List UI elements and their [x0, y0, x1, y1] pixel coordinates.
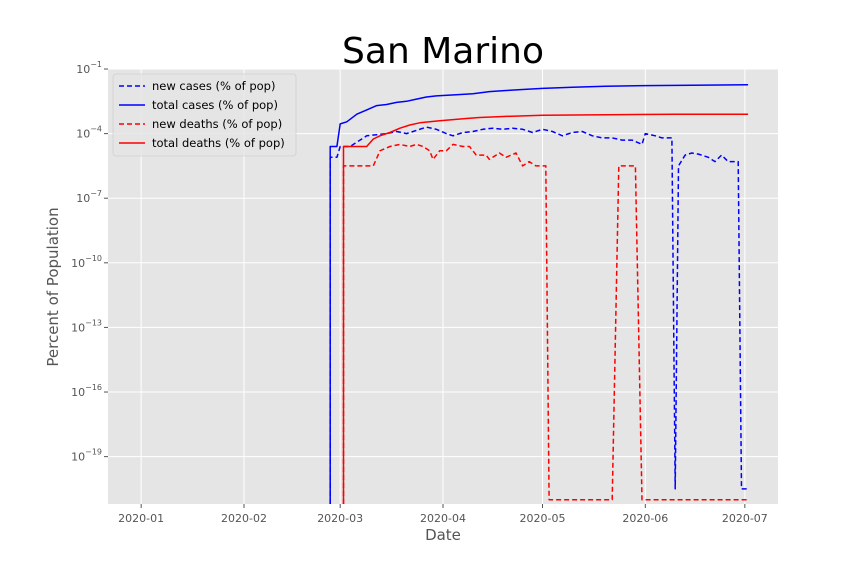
- y-tick-label: 10−16: [71, 383, 102, 399]
- legend: new cases (% of pop) total cases (% of po…: [112, 73, 297, 157]
- legend-box: [112, 73, 297, 157]
- x-tick-label: 2020-02: [221, 512, 267, 525]
- y-axis-label: Percent of Population: [44, 207, 62, 366]
- series-line-2: [329, 83, 749, 504]
- legend-label-3: new deaths (% of pop): [152, 117, 282, 131]
- x-tick-label: 2020-04: [420, 512, 466, 525]
- y-tick-label: 10−4: [76, 125, 102, 141]
- x-tick-label: 2020-05: [520, 512, 566, 525]
- chart-title: San Marino: [342, 31, 544, 72]
- series-group: [329, 83, 749, 504]
- legend-label-4: total deaths (% of pop): [152, 136, 285, 150]
- x-tick-label: 2020-01: [118, 512, 164, 525]
- y-tick-label: 10−10: [71, 254, 102, 270]
- legend-label-2: total cases (% of pop): [152, 98, 278, 112]
- series-line-3: [342, 143, 749, 504]
- series-line-4: [342, 113, 749, 504]
- x-axis: 2020-01 2020-02 2020-03 2020-04 2020-05 2020-…: [118, 504, 768, 525]
- legend-label-1: new cases (% of pop): [152, 79, 275, 93]
- x-tick-label: 2020-07: [722, 512, 768, 525]
- x-tick-label: 2020-03: [317, 512, 363, 525]
- x-axis-label: Date: [425, 526, 461, 544]
- x-tick-label: 2020-06: [622, 512, 668, 525]
- y-tick-label: 10−13: [71, 318, 102, 334]
- y-tick-label: 10−7: [76, 189, 102, 205]
- y-tick-label: 10−19: [71, 448, 102, 464]
- y-tick-label: 10−1: [76, 60, 102, 76]
- y-axis: 10−1 10−4 10−7 10−10 10−13 10−16 10−19: [71, 60, 108, 464]
